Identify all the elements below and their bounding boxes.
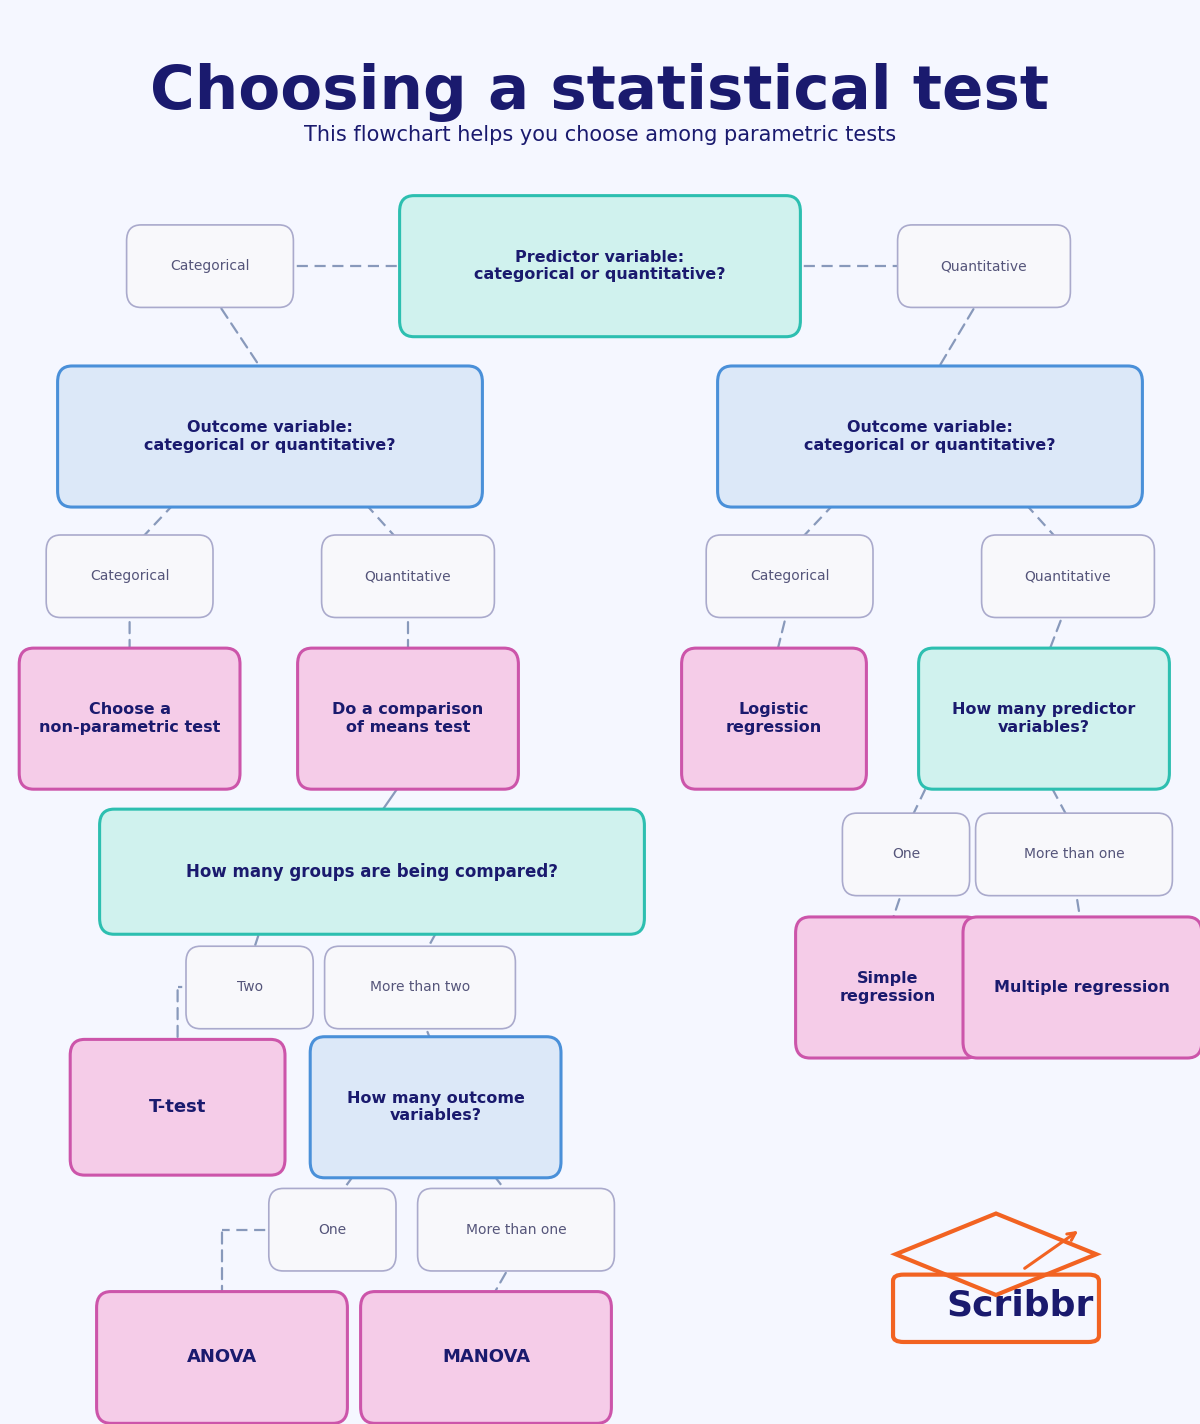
Text: One: One bbox=[318, 1223, 347, 1236]
Text: How many groups are being compared?: How many groups are being compared? bbox=[186, 863, 558, 880]
Text: Logistic
regression: Logistic regression bbox=[726, 702, 822, 735]
FancyBboxPatch shape bbox=[46, 535, 214, 618]
FancyBboxPatch shape bbox=[186, 946, 313, 1028]
Text: Two: Two bbox=[236, 981, 263, 994]
FancyBboxPatch shape bbox=[100, 809, 644, 934]
Text: One: One bbox=[892, 847, 920, 862]
Text: Choosing a statistical test: Choosing a statistical test bbox=[150, 63, 1050, 122]
FancyBboxPatch shape bbox=[964, 917, 1200, 1058]
Text: Categorical: Categorical bbox=[750, 570, 829, 584]
Text: T-test: T-test bbox=[149, 1098, 206, 1116]
Text: Multiple regression: Multiple regression bbox=[995, 980, 1170, 995]
FancyBboxPatch shape bbox=[97, 1292, 348, 1424]
FancyBboxPatch shape bbox=[682, 648, 866, 789]
FancyBboxPatch shape bbox=[706, 535, 874, 618]
Text: Do a comparison
of means test: Do a comparison of means test bbox=[332, 702, 484, 735]
Text: Choose a
non-parametric test: Choose a non-parametric test bbox=[38, 702, 221, 735]
FancyBboxPatch shape bbox=[718, 366, 1142, 507]
Text: Outcome variable:
categorical or quantitative?: Outcome variable: categorical or quantit… bbox=[144, 420, 396, 453]
Text: MANOVA: MANOVA bbox=[442, 1349, 530, 1367]
FancyBboxPatch shape bbox=[976, 813, 1172, 896]
FancyBboxPatch shape bbox=[58, 366, 482, 507]
Text: More than one: More than one bbox=[466, 1223, 566, 1236]
FancyBboxPatch shape bbox=[322, 535, 494, 618]
Text: Simple
regression: Simple regression bbox=[840, 971, 936, 1004]
FancyBboxPatch shape bbox=[324, 946, 516, 1028]
FancyBboxPatch shape bbox=[70, 1040, 286, 1175]
FancyBboxPatch shape bbox=[127, 225, 293, 308]
Text: How many outcome
variables?: How many outcome variables? bbox=[347, 1091, 524, 1124]
FancyBboxPatch shape bbox=[400, 195, 800, 336]
Text: Categorical: Categorical bbox=[170, 259, 250, 273]
Text: More than two: More than two bbox=[370, 981, 470, 994]
Text: More than one: More than one bbox=[1024, 847, 1124, 862]
FancyBboxPatch shape bbox=[919, 648, 1169, 789]
FancyBboxPatch shape bbox=[842, 813, 970, 896]
FancyBboxPatch shape bbox=[269, 1189, 396, 1272]
Text: Predictor variable:
categorical or quantitative?: Predictor variable: categorical or quant… bbox=[474, 251, 726, 282]
Text: Scribbr: Scribbr bbox=[947, 1289, 1093, 1323]
Text: Quantitative: Quantitative bbox=[365, 570, 451, 584]
FancyBboxPatch shape bbox=[796, 917, 980, 1058]
FancyBboxPatch shape bbox=[360, 1292, 612, 1424]
Text: This flowchart helps you choose among parametric tests: This flowchart helps you choose among pa… bbox=[304, 125, 896, 145]
FancyBboxPatch shape bbox=[898, 225, 1070, 308]
Text: How many predictor
variables?: How many predictor variables? bbox=[953, 702, 1135, 735]
Text: Categorical: Categorical bbox=[90, 570, 169, 584]
FancyBboxPatch shape bbox=[298, 648, 518, 789]
Text: Quantitative: Quantitative bbox=[1025, 570, 1111, 584]
FancyBboxPatch shape bbox=[310, 1037, 560, 1178]
Text: ANOVA: ANOVA bbox=[187, 1349, 257, 1367]
Text: Quantitative: Quantitative bbox=[941, 259, 1027, 273]
Text: Outcome variable:
categorical or quantitative?: Outcome variable: categorical or quantit… bbox=[804, 420, 1056, 453]
FancyBboxPatch shape bbox=[19, 648, 240, 789]
FancyBboxPatch shape bbox=[418, 1189, 614, 1272]
FancyBboxPatch shape bbox=[982, 535, 1154, 618]
